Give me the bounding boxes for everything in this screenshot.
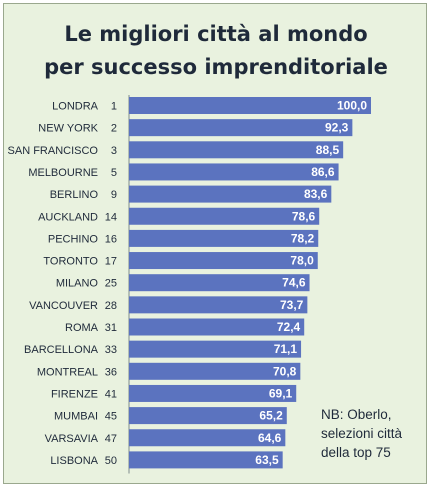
rank-label: 5 — [111, 167, 117, 179]
rank-label: 41 — [105, 388, 117, 400]
value-label: 78,6 — [292, 209, 316, 223]
category-label: MONTREAL — [37, 366, 98, 378]
bar — [129, 141, 344, 159]
rank-label: 16 — [105, 233, 117, 245]
category-label: TORONTO — [43, 256, 98, 268]
category-label: NEW YORK — [38, 123, 98, 135]
value-label: 92,3 — [325, 121, 349, 135]
category-label: MILANO — [56, 278, 99, 290]
bar — [129, 229, 319, 247]
rank-label: 36 — [105, 366, 117, 378]
bar — [129, 362, 301, 380]
value-label: 100,0 — [337, 99, 367, 113]
category-label: LISBONA — [50, 455, 98, 467]
value-label: 64,6 — [258, 431, 282, 445]
note-line-3: della top 75 — [321, 445, 391, 460]
bar — [129, 97, 371, 114]
rank-label: 33 — [105, 344, 117, 356]
category-label: SAN FRANCISCO — [8, 145, 99, 157]
bar — [129, 407, 287, 425]
value-label: 83,6 — [304, 187, 328, 201]
note-line-2: selezioni città — [321, 426, 403, 441]
category-label: BARCELLONA — [24, 344, 99, 356]
category-label: VARSAVIA — [45, 433, 99, 445]
value-label: 73,7 — [280, 298, 304, 312]
value-label: 74,6 — [282, 276, 306, 290]
category-label: AUCKLAND — [38, 211, 98, 223]
category-label: LONDRA — [52, 101, 99, 113]
value-label: 71,1 — [274, 342, 298, 356]
category-label: MUMBAI — [54, 411, 98, 423]
rank-label: 25 — [105, 278, 117, 290]
chart-title-line-1: Le migliori città al mondo — [64, 22, 368, 46]
rank-label: 1 — [111, 101, 117, 113]
bar — [129, 252, 318, 270]
value-label: 88,5 — [316, 143, 340, 157]
rank-label: 17 — [105, 256, 117, 268]
category-label: PECHINO — [48, 233, 99, 245]
value-label: 86,6 — [311, 165, 335, 179]
bar — [129, 429, 286, 447]
bar — [129, 185, 332, 203]
bar — [129, 340, 302, 358]
chart-title: Le migliori città al mondo per successo … — [4, 18, 428, 84]
bar — [129, 207, 320, 225]
value-label: 78,0 — [290, 254, 314, 268]
rank-label: 28 — [105, 300, 117, 312]
bar — [129, 119, 353, 137]
rank-label: 47 — [105, 433, 117, 445]
bar — [129, 318, 305, 336]
category-label: FIRENZE — [51, 388, 98, 400]
source-note: NB: Oberlo, selezioni città della top 75 — [321, 405, 421, 462]
chart-title-line-2: per successo imprenditoriale — [44, 55, 388, 79]
rank-label: 45 — [105, 411, 117, 423]
bar — [129, 384, 297, 402]
rank-label: 50 — [105, 455, 117, 467]
category-label: ROMA — [65, 322, 99, 334]
note-line-1: NB: Oberlo, — [321, 407, 392, 422]
rank-label: 2 — [111, 123, 117, 135]
rank-label: 3 — [111, 145, 117, 157]
value-label: 70,8 — [273, 364, 297, 378]
bar — [129, 274, 310, 292]
category-label: VANCOUVER — [29, 300, 98, 312]
value-label: 69,1 — [269, 386, 293, 400]
category-label: MELBOURNE — [28, 167, 98, 179]
bar — [129, 163, 339, 181]
chart-frame: Le migliori città al mondo per successo … — [3, 3, 427, 484]
value-label: 78,2 — [291, 231, 315, 245]
rank-label: 31 — [105, 322, 117, 334]
rank-label: 14 — [105, 211, 117, 223]
value-label: 63,5 — [255, 453, 279, 467]
bar — [129, 296, 308, 314]
category-label: BERLINO — [50, 189, 99, 201]
rank-label: 9 — [111, 189, 117, 201]
bar — [129, 451, 283, 469]
value-label: 72,4 — [277, 320, 301, 334]
value-label: 65,2 — [259, 409, 283, 423]
